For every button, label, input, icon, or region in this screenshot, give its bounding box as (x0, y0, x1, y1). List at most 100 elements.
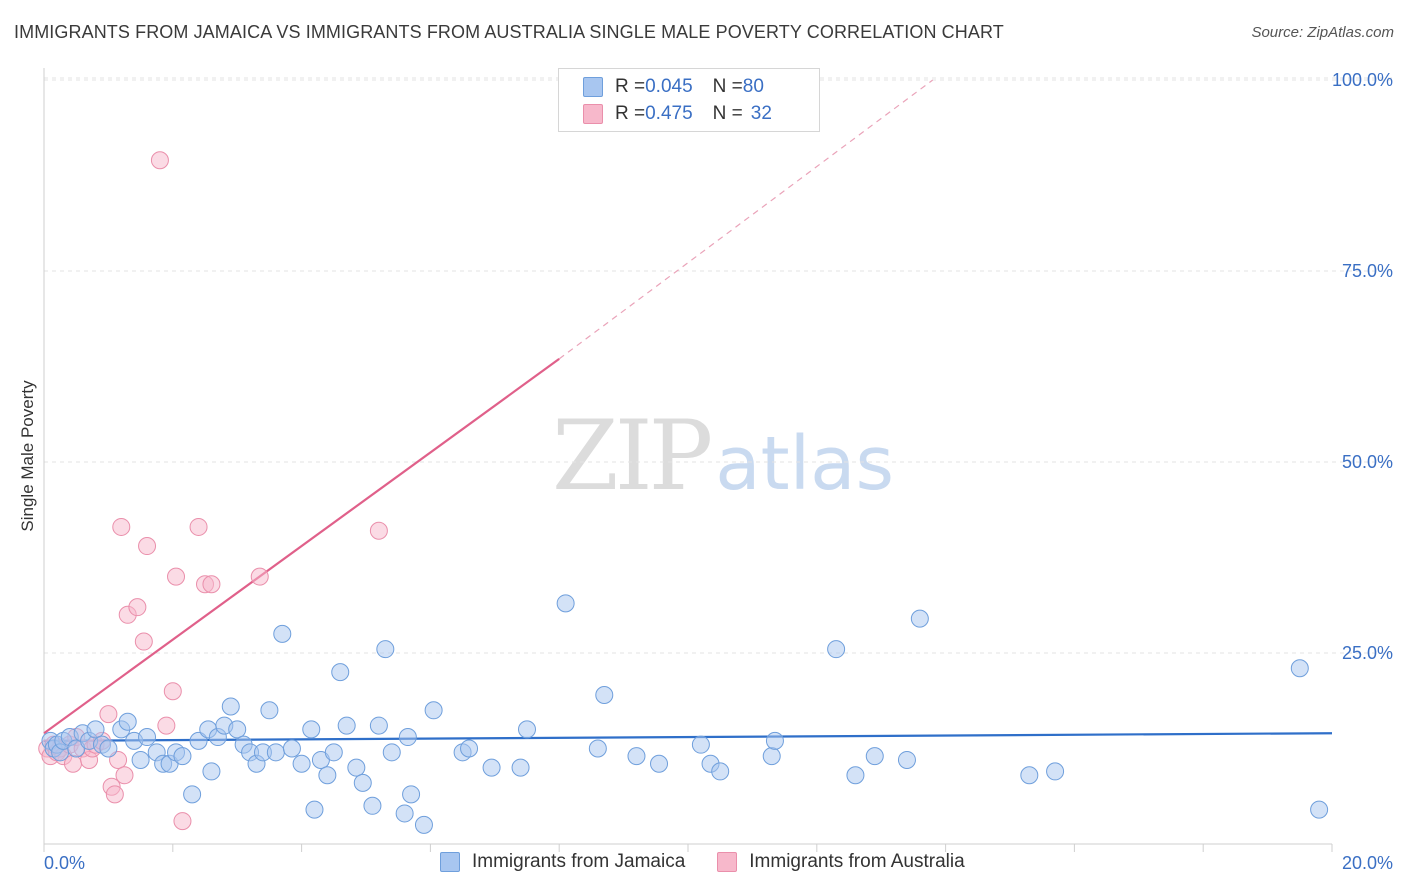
point-jamaica-54 (402, 785, 421, 804)
point-jamaica-11 (99, 739, 118, 758)
legend-n-value-australia: 32 (750, 103, 772, 124)
point-jamaica-25 (202, 762, 221, 781)
y-tick-label-100: 100.0% (1332, 70, 1393, 90)
legend-row-jamaica: R = 0.045 N = 80 (583, 75, 764, 99)
point-jamaica-34 (260, 701, 279, 720)
point-australia-22 (134, 632, 153, 651)
point-jamaica-71 (765, 731, 784, 750)
point-australia-17 (109, 750, 128, 769)
point-jamaica-29 (228, 720, 247, 739)
y-tick-label-25: 25.0% (1342, 643, 1393, 663)
point-jamaica-28 (221, 697, 240, 716)
point-jamaica-9 (86, 720, 105, 739)
trend-line-australia-extension (558, 79, 934, 360)
point-jamaica-66 (650, 754, 669, 773)
point-australia-29 (189, 517, 208, 536)
series-legend-jamaica[interactable]: Immigrants from Jamaica (440, 851, 685, 873)
point-jamaica-56 (424, 701, 443, 720)
point-jamaica-75 (897, 750, 916, 769)
point-jamaica-61 (518, 720, 536, 739)
point-jamaica-50 (376, 640, 395, 659)
point-jamaica-74 (865, 747, 884, 766)
source-label: Source: ZipAtlas.com (1251, 24, 1394, 41)
point-australia-23 (138, 537, 157, 556)
point-jamaica-47 (353, 773, 372, 792)
point-jamaica-73 (846, 766, 865, 785)
point-jamaica-49 (369, 716, 388, 735)
point-jamaica-45 (337, 716, 356, 735)
legend-n-label: N = (712, 76, 743, 97)
point-jamaica-55 (414, 815, 433, 834)
watermark: ZIPatlas (552, 400, 894, 512)
y-tick-label-75: 75.0% (1342, 261, 1393, 281)
point-jamaica-69 (711, 762, 730, 781)
point-jamaica-72 (827, 640, 846, 659)
point-australia-18 (112, 517, 131, 536)
watermark-atlas: atlas (715, 421, 895, 507)
chart-title: IMMIGRANTS FROM JAMAICA VS IMMIGRANTS FR… (14, 22, 1004, 42)
point-jamaica-63 (588, 739, 607, 758)
point-jamaica-60 (511, 758, 530, 777)
point-jamaica-52 (395, 804, 414, 823)
tick-labels: 25.0% 50.0% 75.0% 100.0% 0.0% 20.0% (44, 70, 1393, 873)
point-jamaica-51 (382, 743, 401, 762)
point-jamaica-38 (292, 754, 311, 773)
point-jamaica-58 (460, 739, 479, 758)
legend-r-label: R = (615, 76, 646, 97)
trend-layer-jamaica (43, 732, 1333, 742)
point-jamaica-65 (627, 747, 646, 766)
point-jamaica-23 (189, 731, 208, 750)
legend-swatch-jamaica (583, 77, 603, 97)
series-legend-australia[interactable]: Immigrants from Australia (717, 851, 965, 873)
legend-row-australia: R = 0.475 N = 32 (583, 102, 772, 126)
legend-r-label: R = (615, 103, 646, 124)
point-jamaica-37 (282, 739, 301, 758)
point-jamaica-77 (1020, 766, 1039, 785)
point-jamaica-22 (183, 785, 202, 804)
series-swatch-australia (717, 852, 738, 872)
point-jamaica-67 (691, 735, 710, 754)
point-australia-27 (167, 567, 186, 586)
point-jamaica-59 (482, 758, 501, 777)
x-tick-label-min: 0.0% (44, 853, 85, 873)
point-jamaica-46 (347, 758, 366, 777)
point-jamaica-78 (1046, 762, 1065, 781)
correlation-legend: R = 0.045 N = 80 R = 0.475 N = 32 (558, 68, 820, 132)
point-australia-28 (173, 812, 192, 831)
point-jamaica-42 (318, 766, 337, 785)
trend-layer-australia (43, 79, 934, 735)
point-jamaica-48 (363, 796, 382, 815)
point-australia-32 (250, 567, 269, 586)
point-jamaica-43 (324, 743, 343, 762)
series-legend: Immigrants from Jamaica Immigrants from … (440, 851, 997, 873)
point-jamaica-39 (302, 720, 321, 739)
point-australia-21 (128, 598, 147, 617)
series-swatch-jamaica (440, 852, 460, 872)
point-australia-33 (369, 521, 388, 540)
point-jamaica-35 (266, 743, 285, 762)
grid-lines (44, 77, 1395, 654)
y-tick-label-50: 50.0% (1342, 452, 1393, 472)
point-australia-31 (202, 575, 221, 594)
point-jamaica-80 (1310, 800, 1329, 819)
trend-line-jamaica (43, 732, 1333, 742)
point-australia-19 (115, 766, 134, 785)
trend-line-australia (43, 357, 560, 735)
point-australia-26 (163, 682, 182, 701)
axes (43, 68, 1333, 852)
point-jamaica-16 (138, 728, 157, 747)
legend-r-value-jamaica: 0.045 (645, 76, 693, 97)
point-jamaica-53 (398, 728, 417, 747)
point-jamaica-36 (273, 624, 292, 643)
series-label-australia: Immigrants from Australia (749, 851, 965, 872)
legend-n-label: N = (712, 103, 743, 124)
legend-n-value-jamaica: 80 (742, 76, 764, 97)
point-australia-14 (99, 705, 118, 724)
point-jamaica-62 (556, 594, 575, 613)
point-jamaica-21 (173, 747, 192, 766)
point-jamaica-70 (762, 747, 781, 766)
point-jamaica-76 (910, 609, 929, 628)
series-label-jamaica: Immigrants from Jamaica (472, 851, 686, 872)
point-jamaica-13 (118, 712, 137, 731)
